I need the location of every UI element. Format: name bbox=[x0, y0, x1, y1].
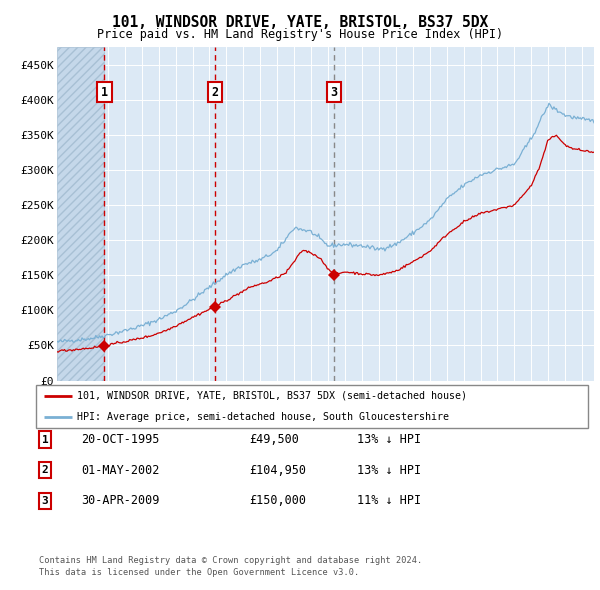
Text: 1: 1 bbox=[41, 435, 49, 444]
Text: 13% ↓ HPI: 13% ↓ HPI bbox=[357, 464, 421, 477]
Text: 11% ↓ HPI: 11% ↓ HPI bbox=[357, 494, 421, 507]
Text: 01-MAY-2002: 01-MAY-2002 bbox=[81, 464, 160, 477]
Text: 1: 1 bbox=[101, 86, 108, 99]
Text: 2: 2 bbox=[211, 86, 218, 99]
Text: Price paid vs. HM Land Registry's House Price Index (HPI): Price paid vs. HM Land Registry's House … bbox=[97, 28, 503, 41]
Text: 3: 3 bbox=[41, 496, 49, 506]
Text: 2: 2 bbox=[41, 466, 49, 475]
Bar bbox=[57, 47, 104, 381]
Text: 101, WINDSOR DRIVE, YATE, BRISTOL, BS37 5DX: 101, WINDSOR DRIVE, YATE, BRISTOL, BS37 … bbox=[112, 15, 488, 30]
Text: £104,950: £104,950 bbox=[249, 464, 306, 477]
Text: This data is licensed under the Open Government Licence v3.0.: This data is licensed under the Open Gov… bbox=[39, 568, 359, 577]
Text: £150,000: £150,000 bbox=[249, 494, 306, 507]
FancyBboxPatch shape bbox=[36, 385, 588, 428]
Text: 13% ↓ HPI: 13% ↓ HPI bbox=[357, 433, 421, 446]
Text: 101, WINDSOR DRIVE, YATE, BRISTOL, BS37 5DX (semi-detached house): 101, WINDSOR DRIVE, YATE, BRISTOL, BS37 … bbox=[77, 391, 467, 401]
Text: 20-OCT-1995: 20-OCT-1995 bbox=[81, 433, 160, 446]
Text: HPI: Average price, semi-detached house, South Gloucestershire: HPI: Average price, semi-detached house,… bbox=[77, 412, 449, 422]
Text: £49,500: £49,500 bbox=[249, 433, 299, 446]
Text: Contains HM Land Registry data © Crown copyright and database right 2024.: Contains HM Land Registry data © Crown c… bbox=[39, 556, 422, 565]
Text: 3: 3 bbox=[330, 86, 337, 99]
Text: 30-APR-2009: 30-APR-2009 bbox=[81, 494, 160, 507]
